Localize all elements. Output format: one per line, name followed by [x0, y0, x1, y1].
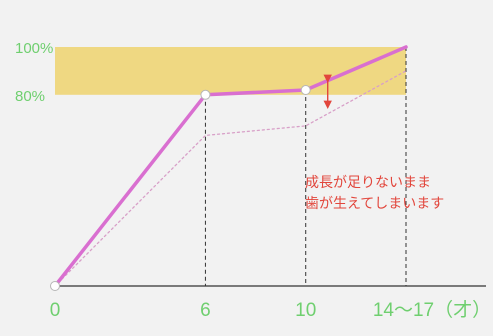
series-line-solid [53, 45, 408, 288]
x-tick-label: 14～17（才） [373, 299, 491, 321]
x-tick-label: 0 [50, 300, 61, 321]
series-layer [53, 45, 408, 288]
data-point-marker [200, 89, 211, 100]
x-tick-label: 10 [295, 300, 316, 321]
tick-labels: 0 6 10 14～17（才） 80% 100% [15, 40, 491, 321]
series-line-dotted [54, 70, 407, 287]
data-point-marker [300, 85, 311, 96]
annotation-line-2: 歯が生えてしまいます [305, 196, 444, 212]
markers-layer [50, 85, 311, 291]
annotation: 成長が足りないまま 歯が生えてしまいます [305, 175, 444, 212]
annotation-line-1: 成長が足りないまま [305, 175, 431, 191]
guide-lines [204, 47, 407, 286]
x-tick-label: 6 [200, 300, 211, 321]
y-tick-label: 80% [15, 88, 45, 105]
y-tick-label: 100% [15, 40, 53, 57]
data-point-marker [50, 281, 60, 291]
